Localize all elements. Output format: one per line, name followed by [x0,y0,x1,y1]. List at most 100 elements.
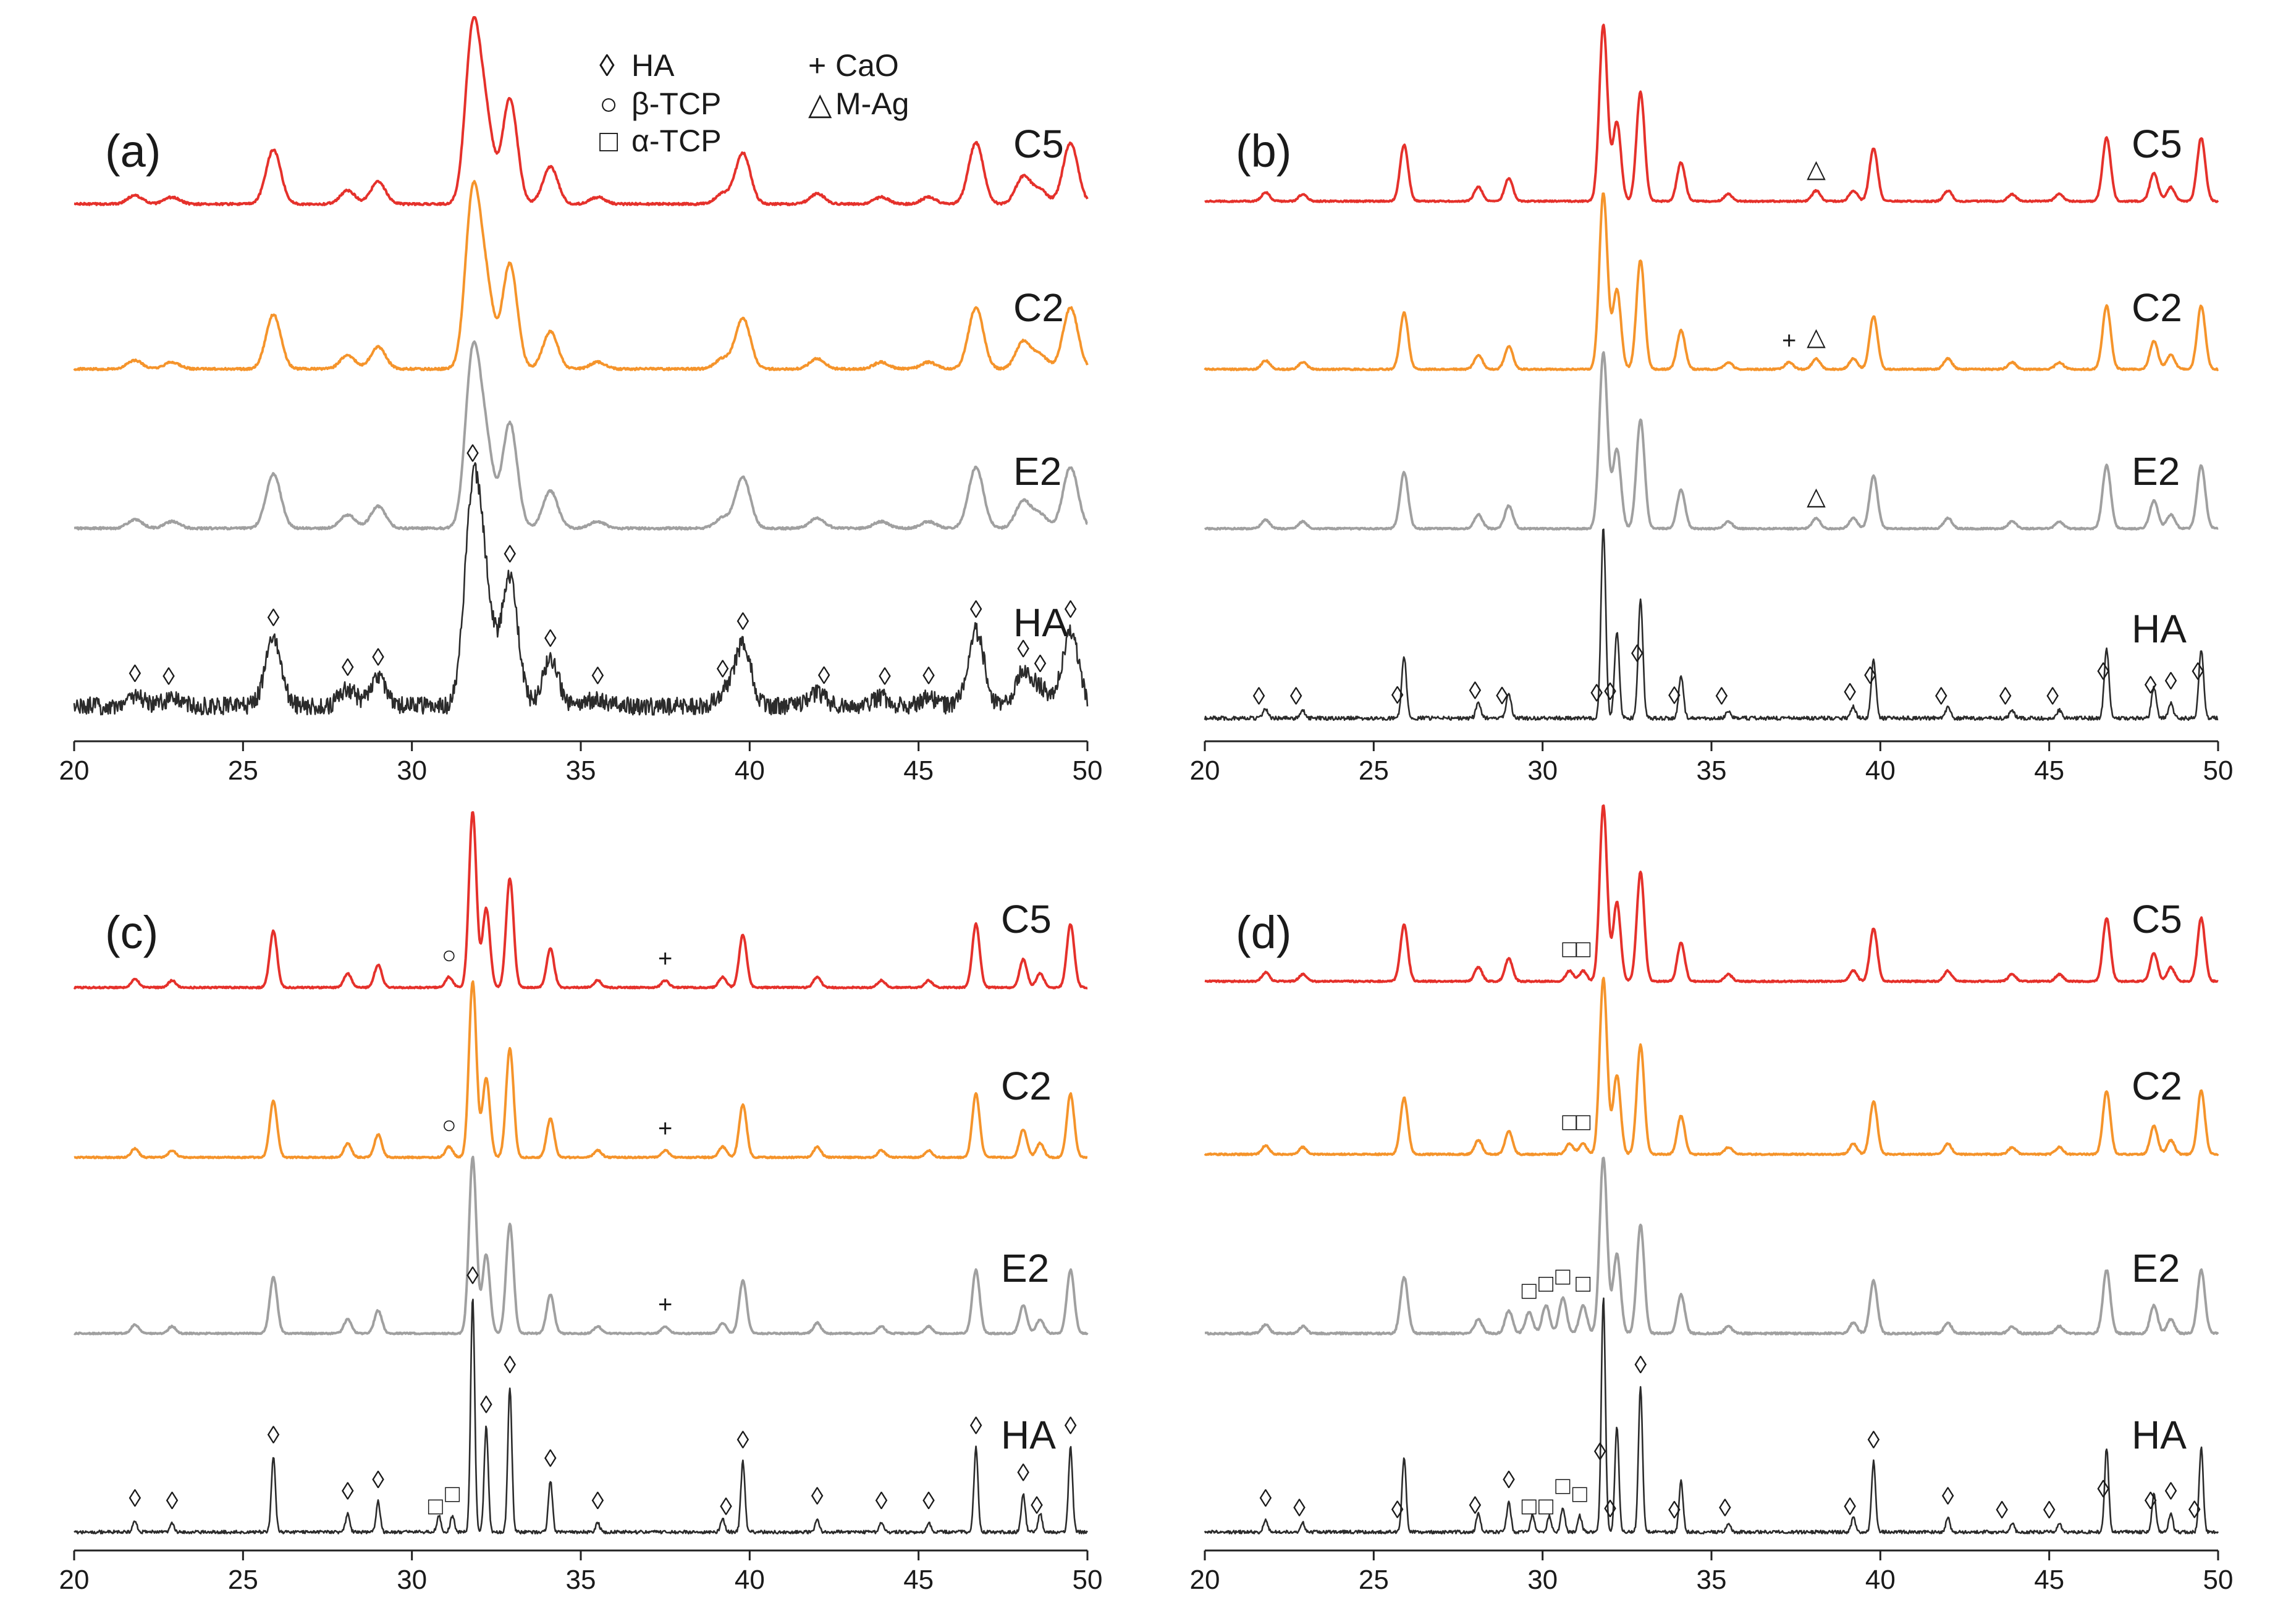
marker-alpha-tcp: □ [1562,1108,1577,1135]
marker-ha: ◊ [1065,596,1077,623]
x-tick-label: 40 [1865,755,1896,786]
series-label-ha: HA [2132,1413,2187,1457]
series-e2-line [73,1155,1089,1336]
series-label-c5: C5 [1013,122,1064,166]
marker-ha: ◊ [1590,679,1603,707]
marker-ha: ◊ [720,1493,732,1520]
series-label-ha: HA [1013,600,1068,645]
x-tick-label: 35 [1697,755,1727,786]
marker-ha: ◊ [1469,1492,1481,1520]
x-tick-label: 35 [566,755,596,786]
series-label-c2: C2 [1013,285,1064,330]
legend-symbol-ha: ◊ [599,48,615,83]
marker-ha: ◊ [1631,640,1643,667]
marker-ha: ◊ [1065,1412,1077,1439]
marker-ha: ◊ [1293,1494,1306,1521]
marker-alpha-tcp: □ [1576,935,1590,962]
marker-ha: ◊ [1999,683,2012,710]
marker-ha: ◊ [1604,678,1616,705]
legend-entry-m-ag: △ M-Ag [808,86,909,121]
marker-ha: ◊ [544,1445,557,1473]
series-ha-line [74,1298,1089,1534]
marker-ha: ◊ [342,654,354,681]
legend-symbol-cao: + [808,48,826,83]
marker-ha: ◊ [466,440,479,467]
x-tick-label: 30 [397,1565,427,1595]
marker-alpha-tcp: □ [445,1481,460,1508]
series-e2-line [1204,1156,2219,1336]
legend: ◊ HA ○ β-TCP □ α-TCP + CaO △ M-Ag [599,48,909,158]
marker-cao: + [658,1291,672,1318]
marker-ha: ◊ [737,608,749,635]
panel-label: (c) [105,907,158,958]
marker-ha: ◊ [1594,1438,1606,1465]
marker-alpha-tcp: □ [1538,1270,1553,1297]
marker-ha: ◊ [2145,1487,2157,1515]
marker-ha: ◊ [737,1426,749,1454]
marker-ha: ◊ [1017,1459,1029,1486]
x-tick-label: 25 [1359,755,1389,786]
series-label-c5: C5 [2132,122,2182,166]
marker-ha: ◊ [970,596,982,623]
marker-ha: ◊ [268,1422,280,1449]
x-tick-label: 20 [1190,1565,1220,1595]
legend-label-cao: CaO [835,48,899,83]
x-tick-label: 45 [2034,1565,2064,1595]
series-c5-line [73,811,1088,990]
series-e2-line [74,340,1088,531]
series-c2-line [74,980,1088,1159]
marker-ha: ◊ [1868,1426,1880,1454]
series-ha-line [73,462,1089,716]
marker-beta-tcp: ○ [442,942,457,969]
marker-ha: ◊ [1031,1492,1043,1520]
marker-ha: ◊ [1391,682,1404,709]
marker-beta-tcp: ○ [442,1112,457,1139]
marker-ha: ◊ [1260,1485,1272,1512]
series-label-e2: E2 [2132,1246,2180,1290]
x-tick-label: 25 [1359,1565,1389,1595]
marker-ha: ◊ [591,663,604,690]
marker-ha: ◊ [129,660,141,688]
marker-ha: ◊ [717,655,729,683]
series-label-ha: HA [2132,607,2187,651]
marker-alpha-tcp: □ [1576,1270,1590,1297]
panel-label: (b) [1236,125,1291,177]
legend-entry-cao: + CaO [808,48,899,83]
x-tick-label: 50 [2203,755,2234,786]
marker-ha: ◊ [1469,678,1481,705]
marker-ha: ◊ [372,644,384,671]
marker-m-ag: △ [1807,483,1826,510]
series-c5-line [74,16,1089,206]
marker-m-ag: △ [1807,324,1826,351]
marker-alpha-tcp: □ [1562,935,1577,962]
legend-label-beta-tcp: β-TCP [631,86,721,121]
marker-ha: ◊ [1503,1466,1515,1494]
marker-ha: ◊ [268,604,280,631]
marker-ha: ◊ [2165,1478,2177,1505]
x-tick-label: 20 [1190,755,1220,786]
x-tick-label: 45 [903,1565,934,1595]
marker-alpha-tcp: □ [1522,1277,1537,1304]
x-tick-label: 40 [735,755,765,786]
legend-label-alpha-tcp: α-TCP [631,124,722,158]
x-tick-label: 35 [566,1565,596,1595]
marker-ha: ◊ [1844,1493,1856,1520]
marker-m-ag: △ [1807,156,1826,183]
marker-ha: ◊ [166,1487,179,1515]
marker-ha: ◊ [879,663,891,691]
panel-label: (d) [1236,907,1291,958]
x-tick-label: 50 [1073,1565,1103,1595]
series-c5-line [1204,23,2219,203]
series-label-c2: C2 [1001,1064,1052,1108]
marker-ha: ◊ [1290,683,1302,710]
x-tick-label: 20 [59,1565,90,1595]
legend-entry-alpha-tcp: □ α-TCP [599,124,722,158]
series-label-c5: C5 [1001,897,1052,941]
series-c5-line [1204,804,2219,983]
marker-alpha-tcp: □ [1538,1493,1553,1520]
series-c2-line [73,180,1089,371]
marker-ha: ◊ [1496,683,1508,710]
